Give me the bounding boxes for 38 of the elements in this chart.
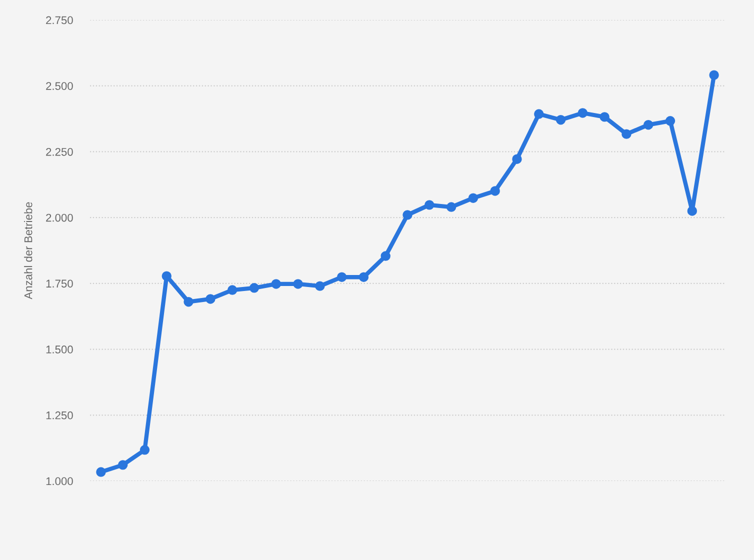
- y-tick-label: 1.000: [46, 477, 73, 486]
- point: [140, 445, 150, 455]
- y-tick-label: 2.500: [46, 82, 73, 90]
- point: [249, 283, 260, 293]
- point: [293, 279, 303, 289]
- point: [96, 467, 106, 477]
- point: [468, 193, 478, 203]
- point: [556, 114, 566, 125]
- y-axis-title: Anzahl der Betriebe: [24, 202, 32, 300]
- y-tick-label: 2.250: [46, 148, 73, 156]
- point: [534, 109, 544, 119]
- point: [227, 285, 238, 295]
- point: [402, 210, 412, 220]
- point: [446, 202, 456, 212]
- point: [358, 272, 369, 282]
- point: [512, 154, 522, 164]
- point: [709, 70, 719, 80]
- y-tick-label: 1.500: [46, 346, 73, 354]
- y-tick-label: 1.750: [46, 280, 73, 288]
- point: [424, 200, 434, 210]
- y-tick-label: 2.000: [46, 214, 73, 222]
- y-tick-label: 2.750: [46, 16, 73, 24]
- point: [490, 186, 500, 196]
- point: [162, 271, 172, 281]
- point: [271, 279, 281, 289]
- point: [118, 460, 128, 470]
- point: [687, 206, 698, 216]
- point: [622, 129, 632, 139]
- point: [600, 112, 610, 122]
- point: [380, 251, 390, 261]
- point: [315, 281, 325, 291]
- point: [578, 108, 588, 118]
- point: [206, 294, 216, 304]
- point: [665, 116, 676, 126]
- point: [184, 297, 194, 307]
- point: [644, 120, 654, 130]
- y-tick-label: 1.250: [46, 411, 73, 420]
- point: [336, 272, 347, 282]
